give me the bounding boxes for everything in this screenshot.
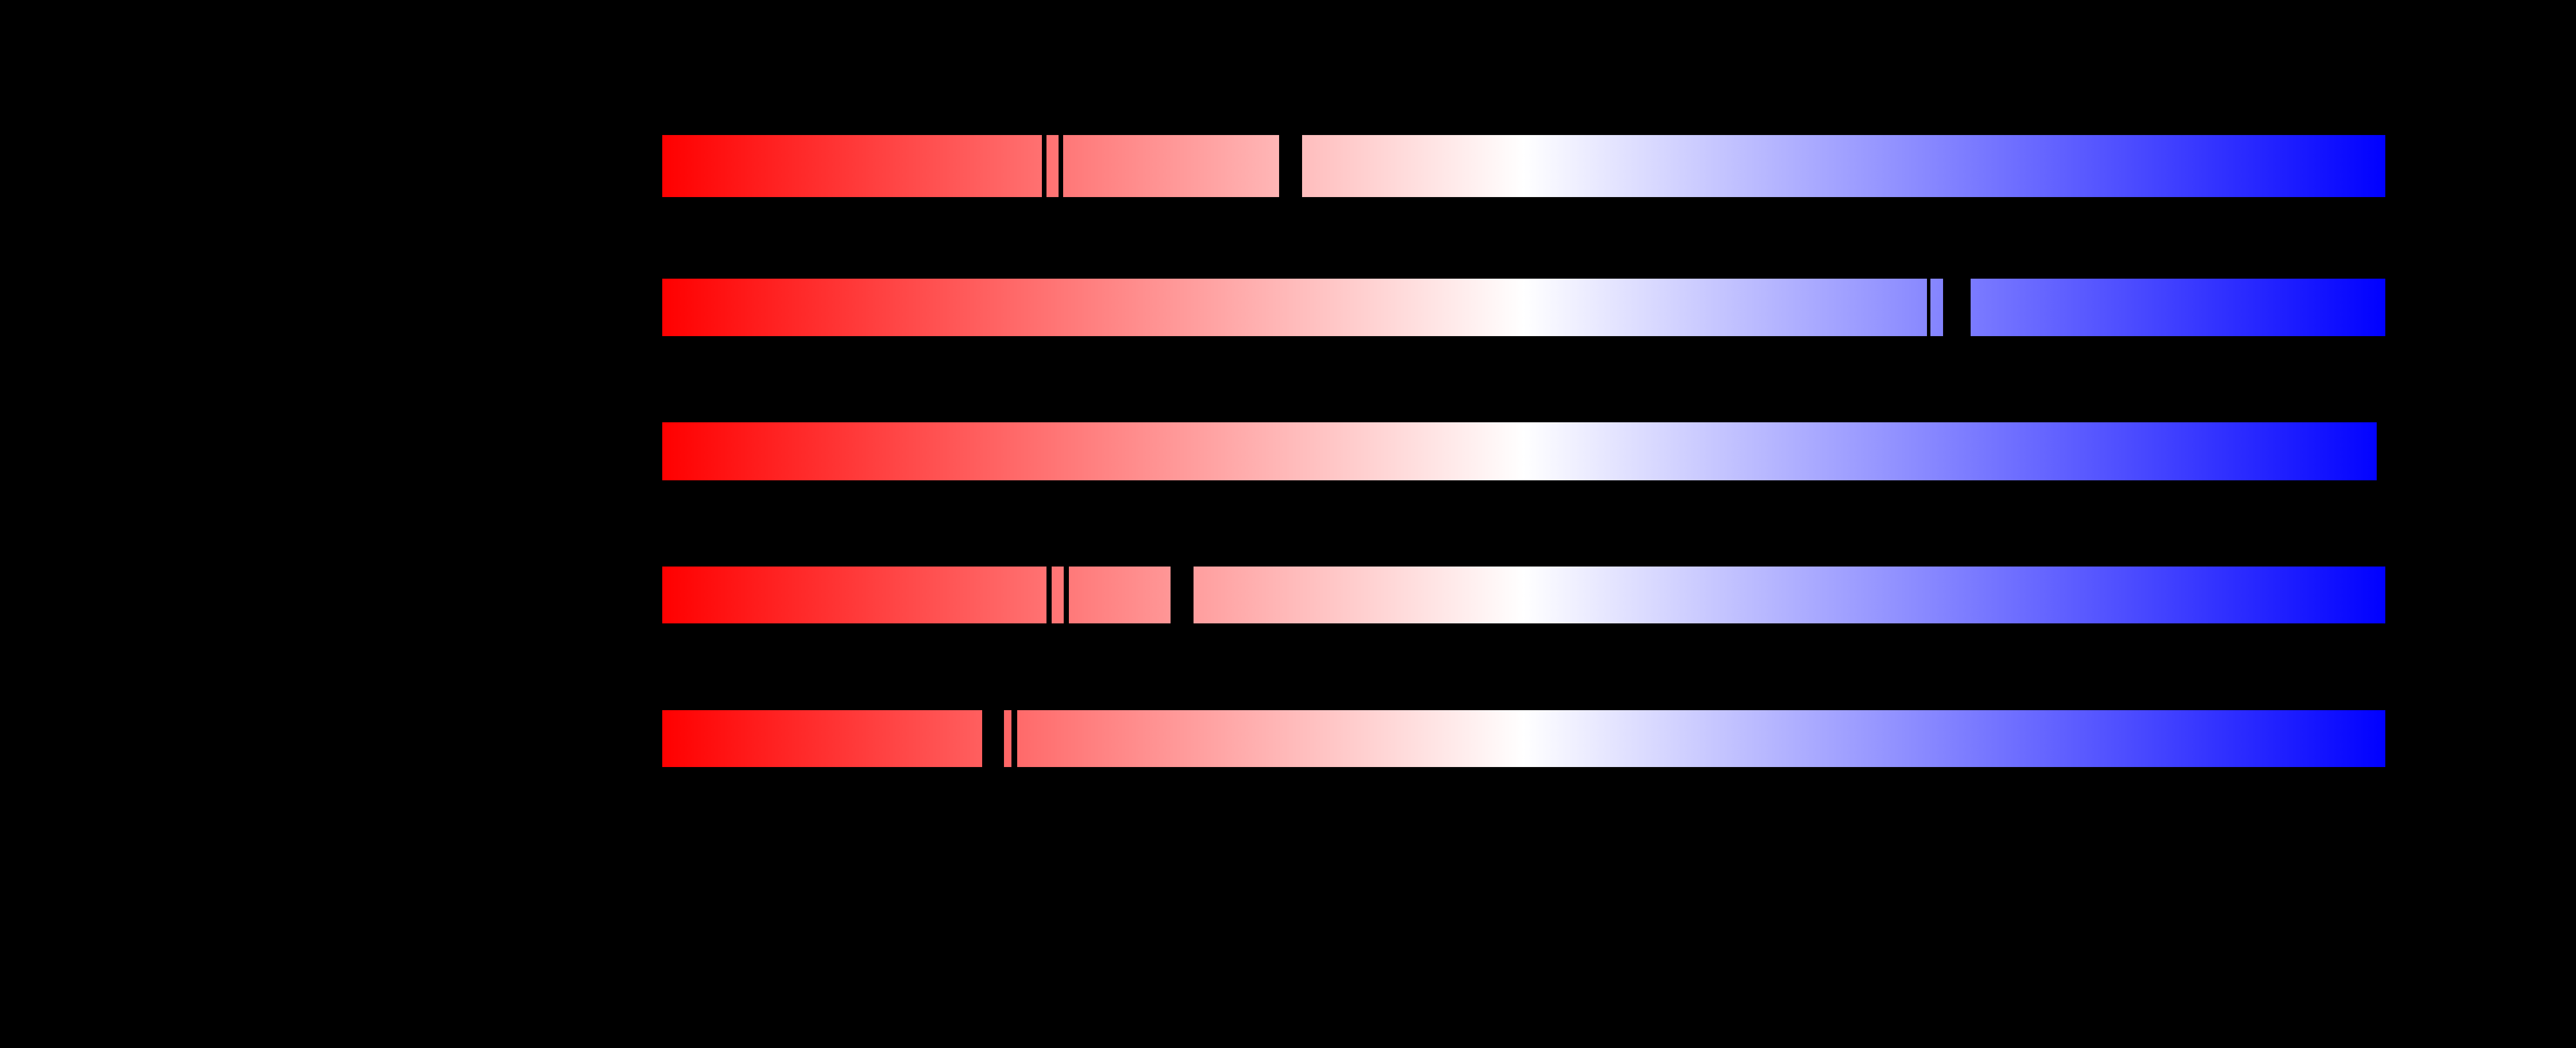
gradient-track-row xyxy=(0,135,2576,197)
gradient-segment xyxy=(1194,567,2385,623)
gradient-segment xyxy=(662,422,2377,480)
gradient-segment xyxy=(1046,135,1059,197)
gradient-segment xyxy=(1069,567,1171,623)
gradient-segment xyxy=(1302,135,2385,197)
gradient-segment xyxy=(1063,135,1279,197)
gradient-segment xyxy=(1052,567,1064,623)
gradient-track-row xyxy=(0,567,2576,623)
gradient-segment xyxy=(1971,279,2385,336)
gradient-segment xyxy=(662,279,1927,336)
gradient-segment xyxy=(1930,279,1943,336)
gradient-segment xyxy=(1017,710,2385,767)
gradient-track-row xyxy=(0,279,2576,336)
gradient-track-row xyxy=(0,710,2576,767)
gradient-segment xyxy=(1004,710,1011,767)
gradient-track-row xyxy=(0,422,2576,480)
gradient-segment xyxy=(662,710,982,767)
gradient-segment xyxy=(662,135,1042,197)
gradient-segment xyxy=(662,567,1046,623)
